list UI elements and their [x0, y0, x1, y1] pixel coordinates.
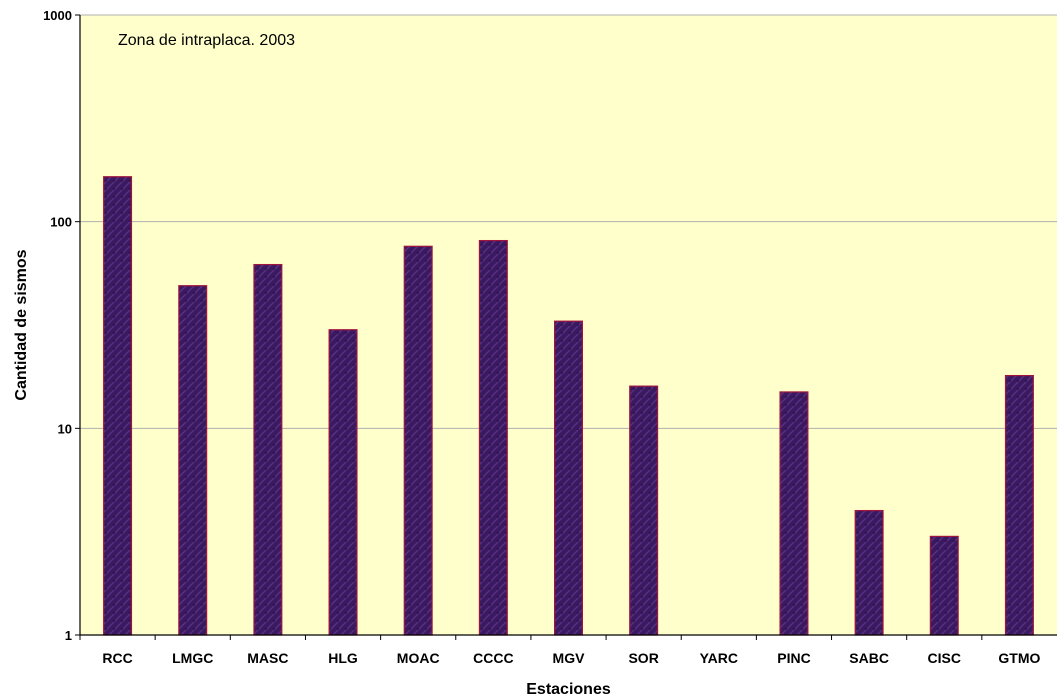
x-tick-label: YARC [700, 650, 738, 666]
x-tick-label: PINC [777, 650, 810, 666]
bar-hlg [328, 329, 358, 636]
x-axis-title: Estaciones [526, 681, 611, 698]
bar-moac [403, 245, 433, 636]
bar-cisc [929, 535, 959, 636]
bar-cccc [478, 239, 508, 636]
x-tick-labels: RCC LMGC MASC HLG MOAC CCCC MGV SOR YARC PINC SABC… [102, 650, 1040, 666]
y-tick-labels: 1 10 100 1000 [43, 8, 72, 643]
x-tick-label: HLG [328, 650, 358, 666]
axes [75, 14, 1057, 640]
bar-gtmo [1004, 374, 1034, 636]
x-tick-label: RCC [102, 650, 132, 666]
x-tick-label: GTMO [998, 650, 1040, 666]
bar-masc [253, 263, 283, 636]
bar-rcc [103, 176, 133, 636]
x-tick-label: SOR [628, 650, 658, 666]
y-axis-title: Cantidad de sismos [13, 249, 30, 400]
y-tick-label: 10 [58, 421, 72, 436]
x-tick-label: CISC [928, 650, 961, 666]
x-tick-label: MOAC [397, 650, 440, 666]
x-tick-label: MGV [553, 650, 586, 666]
y-tick-label: 100 [50, 215, 72, 230]
y-tick-label: 1 [65, 628, 72, 643]
bar-pinc [779, 391, 809, 636]
bar-lmgc [178, 285, 208, 636]
bar-sor [629, 385, 659, 636]
x-tick-label: LMGC [172, 650, 213, 666]
x-tick-label: SABC [849, 650, 889, 666]
y-tick-label: 1000 [43, 8, 72, 23]
bars [103, 176, 1034, 636]
chart-annotation: Zona de intraplaca. 2003 [118, 32, 295, 49]
bar-sabc [854, 509, 884, 636]
x-tick-label: MASC [247, 650, 288, 666]
x-tick-label: CCCC [473, 650, 513, 666]
bar-mgv [553, 320, 584, 636]
